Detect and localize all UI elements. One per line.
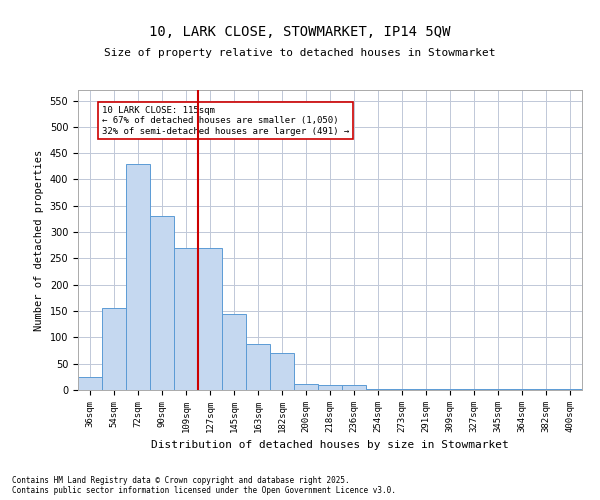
Bar [294,384,318,390]
Bar [462,389,486,390]
Bar [390,389,414,390]
Y-axis label: Number of detached properties: Number of detached properties [34,150,44,330]
Bar [558,389,582,390]
Text: 10 LARK CLOSE: 115sqm
← 67% of detached houses are smaller (1,050)
32% of semi-d: 10 LARK CLOSE: 115sqm ← 67% of detached … [102,106,349,136]
Bar [534,389,558,390]
Bar [78,377,102,390]
Bar [510,389,534,390]
Bar [438,389,462,390]
Bar [414,389,438,390]
Bar [174,248,198,390]
Text: 10, LARK CLOSE, STOWMARKET, IP14 5QW: 10, LARK CLOSE, STOWMARKET, IP14 5QW [149,25,451,39]
Bar [246,344,270,390]
Bar [318,386,342,390]
Bar [222,314,246,390]
Bar [102,308,126,390]
Bar [366,389,390,390]
Bar [198,248,222,390]
X-axis label: Distribution of detached houses by size in Stowmarket: Distribution of detached houses by size … [151,440,509,450]
Bar [270,353,294,390]
Bar [150,216,174,390]
Text: Contains HM Land Registry data © Crown copyright and database right 2025.
Contai: Contains HM Land Registry data © Crown c… [12,476,396,495]
Bar [486,389,510,390]
Text: Size of property relative to detached houses in Stowmarket: Size of property relative to detached ho… [104,48,496,58]
Bar [126,164,150,390]
Bar [342,386,366,390]
